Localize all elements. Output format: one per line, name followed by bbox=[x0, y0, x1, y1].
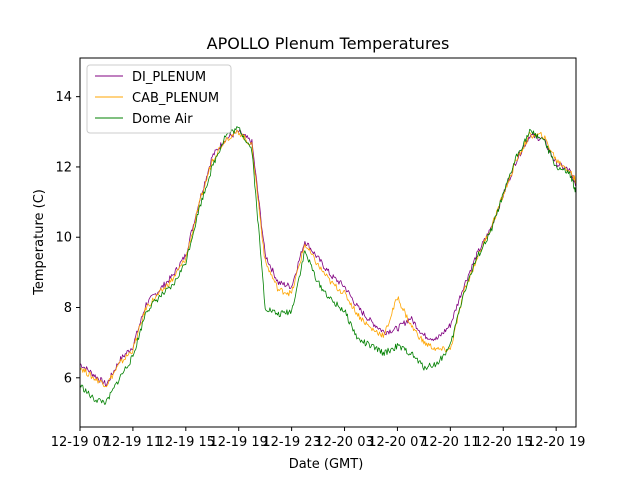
plot-frame bbox=[79, 57, 577, 428]
y-tick-label: 6 bbox=[64, 371, 72, 386]
x-axis-label: Date (GMT) bbox=[289, 457, 364, 472]
legend-box bbox=[86, 64, 232, 134]
x-tick-label: 12-19 19 bbox=[209, 435, 267, 450]
y-axis-ticks: 6 8 10 12 14 bbox=[55, 90, 80, 386]
y-tick-label: 10 bbox=[55, 231, 72, 246]
series-line-cab-plenum bbox=[79, 129, 577, 388]
x-tick-label: 12-19 15 bbox=[157, 435, 215, 450]
x-tick-label: 12-20 19 bbox=[527, 435, 585, 450]
chart-title: APOLLO Plenum Temperatures bbox=[207, 34, 450, 53]
legend-label-cab-plenum: CAB_PLENUM bbox=[132, 91, 219, 106]
x-tick-label: 12-19 11 bbox=[104, 435, 162, 450]
legend-label-dome-air: Dome Air bbox=[132, 112, 193, 127]
x-tick-label: 12-20 11 bbox=[421, 435, 479, 450]
series-layer bbox=[79, 126, 577, 405]
y-axis-label: Temperature (C) bbox=[32, 189, 47, 296]
series-line-dome-air bbox=[79, 126, 577, 405]
legend-label-di-plenum: DI_PLENUM bbox=[132, 70, 206, 85]
x-tick-label: 12-20 15 bbox=[474, 435, 532, 450]
y-tick-label: 12 bbox=[55, 160, 72, 175]
x-tick-label: 12-20 03 bbox=[315, 435, 373, 450]
y-tick-label: 14 bbox=[55, 90, 72, 105]
y-tick-label: 8 bbox=[64, 301, 72, 316]
x-tick-label: 12-19 07 bbox=[51, 435, 109, 450]
legend: DI_PLENUM CAB_PLENUM Dome Air bbox=[86, 64, 232, 134]
x-tick-label: 12-19 23 bbox=[262, 435, 320, 450]
x-tick-label: 12-20 07 bbox=[368, 435, 426, 450]
